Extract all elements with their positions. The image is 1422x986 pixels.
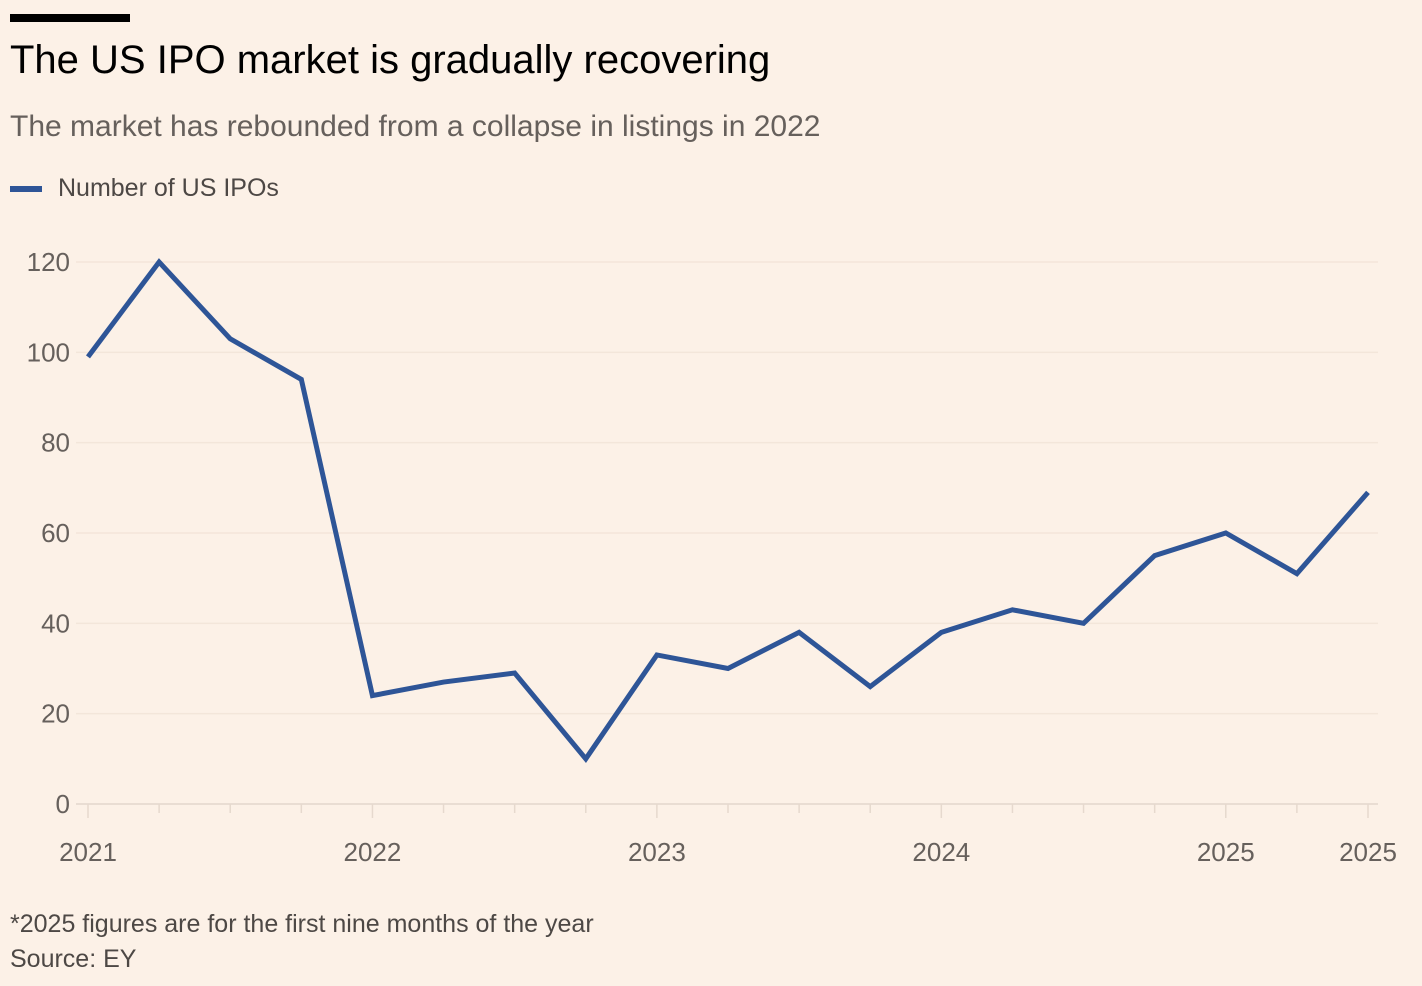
chart-subtitle: The market has rebounded from a collapse… xyxy=(10,110,821,143)
footnote: *2025 figures are for the first nine mon… xyxy=(10,910,594,938)
chart-title: The US IPO market is gradually recoverin… xyxy=(10,38,771,82)
y-tick-label: 120 xyxy=(27,247,70,277)
x-tick-label: 2023 xyxy=(628,837,686,867)
x-tick-label: 2025 xyxy=(1339,837,1397,867)
x-tick-label: 2022 xyxy=(344,837,402,867)
y-tick-label: 20 xyxy=(41,699,70,729)
y-tick-label: 0 xyxy=(56,789,70,819)
legend: Number of US IPOs xyxy=(10,174,279,203)
x-tick-label: 2024 xyxy=(912,837,970,867)
brand-bar xyxy=(10,14,130,22)
x-axis: 2021 2022 2023 2024 2025 2025 xyxy=(59,803,1397,867)
series-line xyxy=(85,258,1370,763)
y-tick-label: 40 xyxy=(41,608,70,638)
x-tick-label: 2021 xyxy=(59,837,117,867)
y-tick-label: 100 xyxy=(27,337,70,367)
y-tick-label: 80 xyxy=(41,428,70,458)
x-tick-label: 2025 xyxy=(1197,837,1255,867)
y-axis: 0 20 40 60 80 100 120 xyxy=(27,247,70,819)
grid-lines xyxy=(76,261,1378,715)
source-note: Source: EY xyxy=(10,945,137,973)
legend-swatch xyxy=(10,185,42,192)
y-tick-label: 60 xyxy=(41,518,70,548)
series-group xyxy=(85,258,1370,763)
legend-label: Number of US IPOs xyxy=(58,174,279,202)
